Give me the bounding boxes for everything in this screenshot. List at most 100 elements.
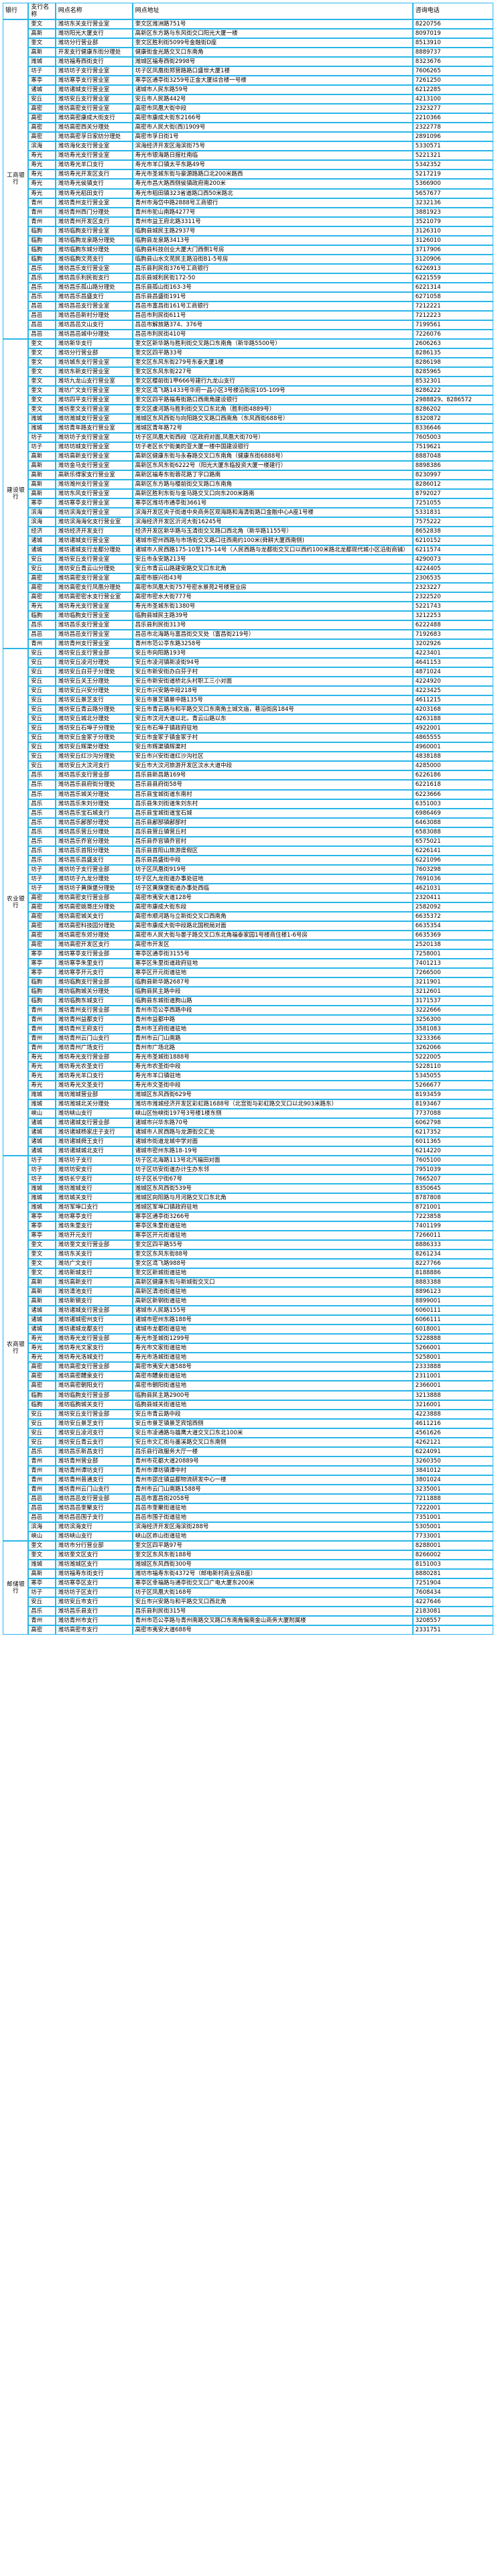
branch-district: 寿光 [28,1052,56,1062]
outlet-name: 潍坊滨海海化支行营业室 [55,517,133,527]
table-row: 高密 潍坊高密康成大街支行 高密市康成大街东2166号 2210366 [3,113,493,123]
outlet-name: 潍坊东关支行 [55,1249,133,1260]
outlet-name: 潍坊临朐支行营业室 [55,226,133,236]
outlet-address: 坊子区长宁街67号 [132,1174,413,1184]
outlet-phone: 8350645 [412,1184,493,1194]
outlet-address: 寒亭区开元街道驻地 [132,967,413,977]
table-row: 青州 潍坊青州谭坊支行 青州市谭坊镇谭中村 3841012 [3,1465,493,1475]
table-row: 寒亭 潍坊开元支行 寒亭区开元街道驻地 7266011 [3,1231,493,1241]
branch-district: 诸城 [28,545,56,555]
outlet-address: 寿光市稻田镇323省道路口西50米路北 [132,188,413,198]
outlet-phone: 5345055 [412,1071,493,1081]
table-row: 坊子 潍坊坊安支行 坊子区坊安街道办计生办东邻 7951039 [3,1165,493,1175]
outlet-phone: 5366900 [412,179,493,189]
outlet-name: 潍坊奎文支行营业部 [55,1240,133,1250]
branch-district: 诸城 [28,85,56,95]
outlet-address: 高密市人民大街(西)1909号 [132,123,413,133]
outlet-phone: 8288001 [412,1540,493,1550]
table-row: 青州 潍坊青州支行营业部 青州市范公亭西路中段 3222666 [3,1005,493,1015]
outlet-address: 安丘市大汶河旅游开发区汶水大道中段 [132,761,413,771]
outlet-name: 潍坊新城支行 [55,1268,133,1278]
outlet-name: 潍坊广文支行 [55,1259,133,1269]
branch-district: 滨海 [28,141,56,151]
outlet-name: 潍坊临朐龙泉路分理处 [55,235,133,245]
outlet-phone: 7199561 [412,320,493,330]
branch-district: 高新 [28,1568,56,1578]
table-row: 青州 潍坊青州开发区支行 青州市益王府北路3311号 3521079 [3,216,493,226]
outlet-phone: 6575021 [412,836,493,846]
outlet-name: 潍坊奎文支行营业室 [55,404,133,414]
table-row: 昌乐 潍坊昌乐支行营业室 昌乐县利民街376号工商银行 6226913 [3,263,493,273]
table-header-row: 银行 支行名称 网点名称 网点地址 咨询电话 [3,3,493,20]
branch-district: 昌乐 [28,291,56,301]
branch-district: 临朐 [28,226,56,236]
table-row: 坊子 潍坊坊子九龙分理处 坊子区九龙街道办事处驻地 7691036 [3,874,493,884]
table-row: 诸城 潍坊诸城龙都支行 诸城市龙都街道驻地 6018001 [3,1325,493,1335]
outlet-name: 潍坊青州市支行 [55,1615,133,1625]
table-row: 昌乐 潍坊昌乐城关分理处 昌乐县宝城街道东南村 6223666 [3,789,493,799]
outlet-address: 奎文区东风东街188号 [132,1550,413,1560]
outlet-name: 潍坊昌乐新昌支行 [55,1446,133,1456]
table-row: 奎文 潍坊奎文区支行 奎文区东风东街188号 8266002 [3,1550,493,1560]
outlet-phone: 6226186 [412,770,493,781]
branch-district: 寿光 [28,1334,56,1344]
outlet-phone: 6211574 [412,545,493,555]
outlet-name: 潍坊安丘青云支行 [55,1437,133,1447]
outlet-phone: 6271058 [412,291,493,301]
table-row: 寿光 潍坊寿光支行营业室 寿光市银海路日报社南临 5221321 [3,151,493,161]
table-row: 临朐 潍坊临朐东城支行 临朐县东城街道朐山路 3171537 [3,996,493,1006]
outlet-phone: 8721001 [412,1203,493,1213]
branch-district: 高密 [28,911,56,921]
branch-district: 奎文 [28,1249,56,1260]
branch-district: 坊子 [28,432,56,442]
table-row: 青州 潍坊青州王府支行 青州市王府街道驻地 3581083 [3,1024,493,1034]
outlet-name: 潍坊昌邑新村分理处 [55,310,133,320]
outlet-phone: 3216001 [412,1400,493,1410]
outlet-phone: 6221096 [412,855,493,865]
table-row: 昌乐 潍坊昌乐支行营业部 昌乐县新昌路169号 6226186 [3,770,493,781]
outlet-name: 潍坊高密孚日家纺分理处 [55,132,133,142]
outlet-phone: 4838188 [412,752,493,762]
branch-district: 寿光 [28,170,56,180]
outlet-phone: 2582092 [412,902,493,912]
outlet-name: 潍坊安丘青云山分理处 [55,564,133,574]
table-row: 临朐 潍坊临朐城关支行 临朐县城关街道驻地 3216001 [3,1400,493,1410]
outlet-phone: 7519621 [412,442,493,452]
branch-district: 奎文 [28,1540,56,1550]
outlet-phone: 3260350 [412,1456,493,1466]
table-row: 昌邑 潍坊昌邑奎聚支行 昌邑市奎聚街道驻地 7222001 [3,1503,493,1513]
outlet-phone: 8886333 [412,1240,493,1250]
branch-district: 昌乐 [28,808,56,818]
outlet-phone: 2311001 [412,1371,493,1381]
outlet-address: 寿光市农圣街中段 [132,1061,413,1071]
table-row: 峡山 潍坊峡山支行 峡山区怡峡街197号3号楼1楼东侧 7737088 [3,1109,493,1119]
table-row: 奎文 潍坊奎文支行营业部 奎文区四平路55号 8886333 [3,1240,493,1250]
outlet-phone: 8286012 [412,479,493,489]
outlet-name: 潍坊昌邑文山支行 [55,320,133,330]
outlet-phone: 6221314 [412,282,493,292]
outlet-name: 潍坊临朐东城分理处 [55,245,133,255]
outlet-phone: 6635354 [412,921,493,931]
outlet-name: 潍坊市分行营业部 [55,1540,133,1550]
outlet-address: 高新区新钢街道驻地 [132,1296,413,1306]
outlet-address: 诸城市龙都街道驻地 [132,1325,413,1335]
outlet-name: 潍坊高密城关支行 [55,911,133,921]
table-row: 潍城 潍坊潍城支行 潍城区东风西街539号 8350645 [3,1184,493,1194]
outlet-name: 潍坊清池支行 [55,1287,133,1297]
outlet-phone: 8652838 [412,527,493,537]
branch-district: 寒亭 [28,1221,56,1231]
outlet-name: 潍坊潍城支行营业室 [55,413,133,423]
table-row: 安丘 潍坊安丘大汶河支行 安丘市大汶河旅游开发区汶水大道中段 4285000 [3,761,493,771]
outlet-name: 潍坊安丘支行营业部 [55,1409,133,1419]
branch-district: 高密 [28,921,56,931]
branch-district: 临朐 [28,611,56,621]
outlet-address: 安丘市永安路213号 [132,555,413,565]
outlet-name: 潍坊滨海支行 [55,1521,133,1532]
branch-district: 诸城 [28,536,56,546]
outlet-phone: 4960001 [412,742,493,752]
outlet-phone: 4223401 [412,649,493,659]
table-row: 奎文 潍坊新城支行 奎文区新城街道驻地 8188886 [3,1268,493,1278]
branch-district: 寿光 [28,160,56,170]
bank-group-label: 建设银行 [3,338,29,649]
outlet-phone: 2520138 [412,939,493,949]
